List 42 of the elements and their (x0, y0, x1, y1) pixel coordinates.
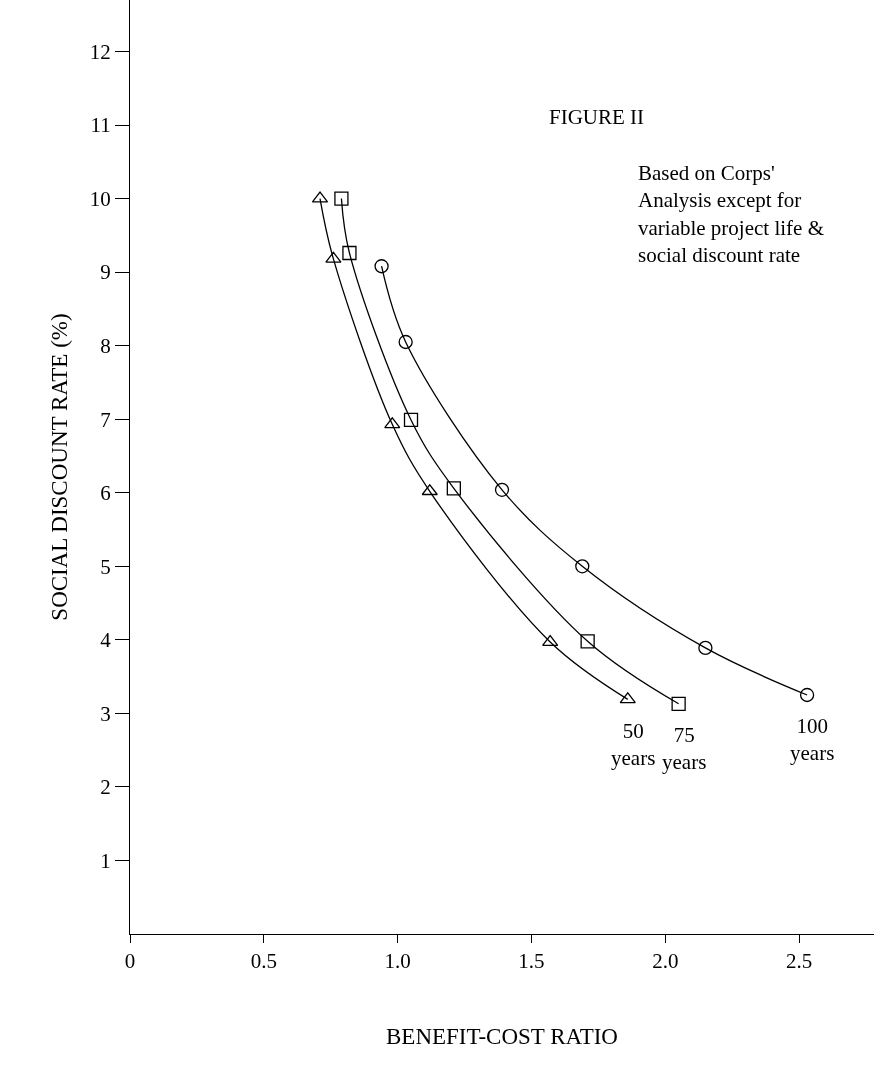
point (494, 482, 510, 497)
point (403, 412, 419, 428)
y-tick-label: 1 (100, 848, 111, 873)
x-tick-label: 2.0 (652, 949, 679, 974)
point (698, 640, 713, 656)
point (542, 634, 559, 646)
y-tick-label: 4 (100, 628, 112, 653)
x-axis-title: BENEFIT-COST RATIO (386, 1023, 618, 1049)
point (446, 481, 461, 496)
x-tick-label: 1.0 (384, 949, 411, 974)
point (398, 334, 413, 350)
series-label: 100 years (790, 714, 835, 766)
point (334, 191, 349, 206)
point (619, 692, 636, 704)
y-tick-label: 6 (100, 481, 111, 506)
point (342, 245, 357, 261)
y-tick-label: 11 (90, 113, 111, 138)
y-tick-label: 10 (89, 186, 111, 211)
annotation: Based on Corps' Analysis except for variable project life & social discount rate (638, 161, 824, 267)
point (575, 559, 590, 574)
y-tick-label: 12 (89, 39, 111, 64)
point (374, 259, 389, 274)
x-tick-label: 2.5 (785, 949, 813, 974)
y-tick-label: 2 (100, 775, 111, 800)
point (580, 634, 595, 649)
x-tick-label: 1.5 (518, 949, 545, 974)
series-label: 50 years (611, 719, 656, 771)
point (384, 417, 401, 429)
y-tick-label: 9 (100, 260, 111, 285)
point (325, 251, 342, 263)
x-tick-label: 0 (124, 949, 136, 974)
point (799, 687, 815, 703)
y-tick-label: 3 (100, 701, 111, 726)
point (421, 484, 438, 496)
point (671, 696, 686, 711)
y-tick-label: 8 (100, 334, 111, 358)
series-label: 75 years (662, 723, 707, 775)
y-tick-label: 5 (100, 554, 111, 579)
y-axis-title: SOCIAL DISCOUNT RATE (%) (47, 313, 73, 621)
annotation: FIGURE II (549, 105, 645, 129)
x-tick-label: 0.5 (250, 949, 277, 974)
y-tick-label: 7 (100, 407, 111, 432)
